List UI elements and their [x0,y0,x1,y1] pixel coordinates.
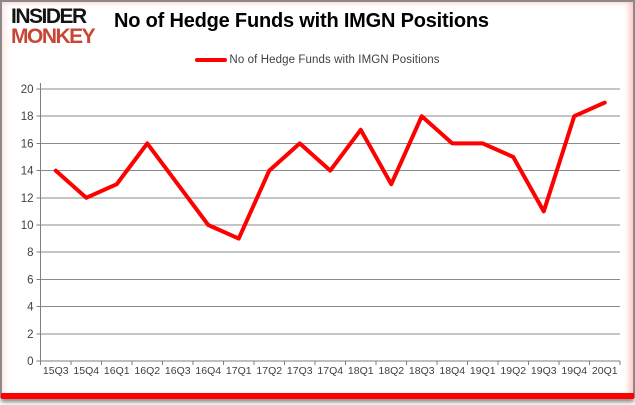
chart-title: No of Hedge Funds with IMGN Positions [114,10,489,32]
logo-line-monkey: MONKEY [11,24,96,48]
logo-line-insider: INSIDER [11,5,87,28]
legend: No of Hedge Funds with IMGN Positions [0,54,635,66]
legend-label: No of Hedge Funds with IMGN Positions [229,54,440,66]
insider-monkey-logo: INSIDER MONKEY [11,5,96,48]
bottom-accent-bar [1,393,634,399]
legend-line-swatch [195,58,228,62]
